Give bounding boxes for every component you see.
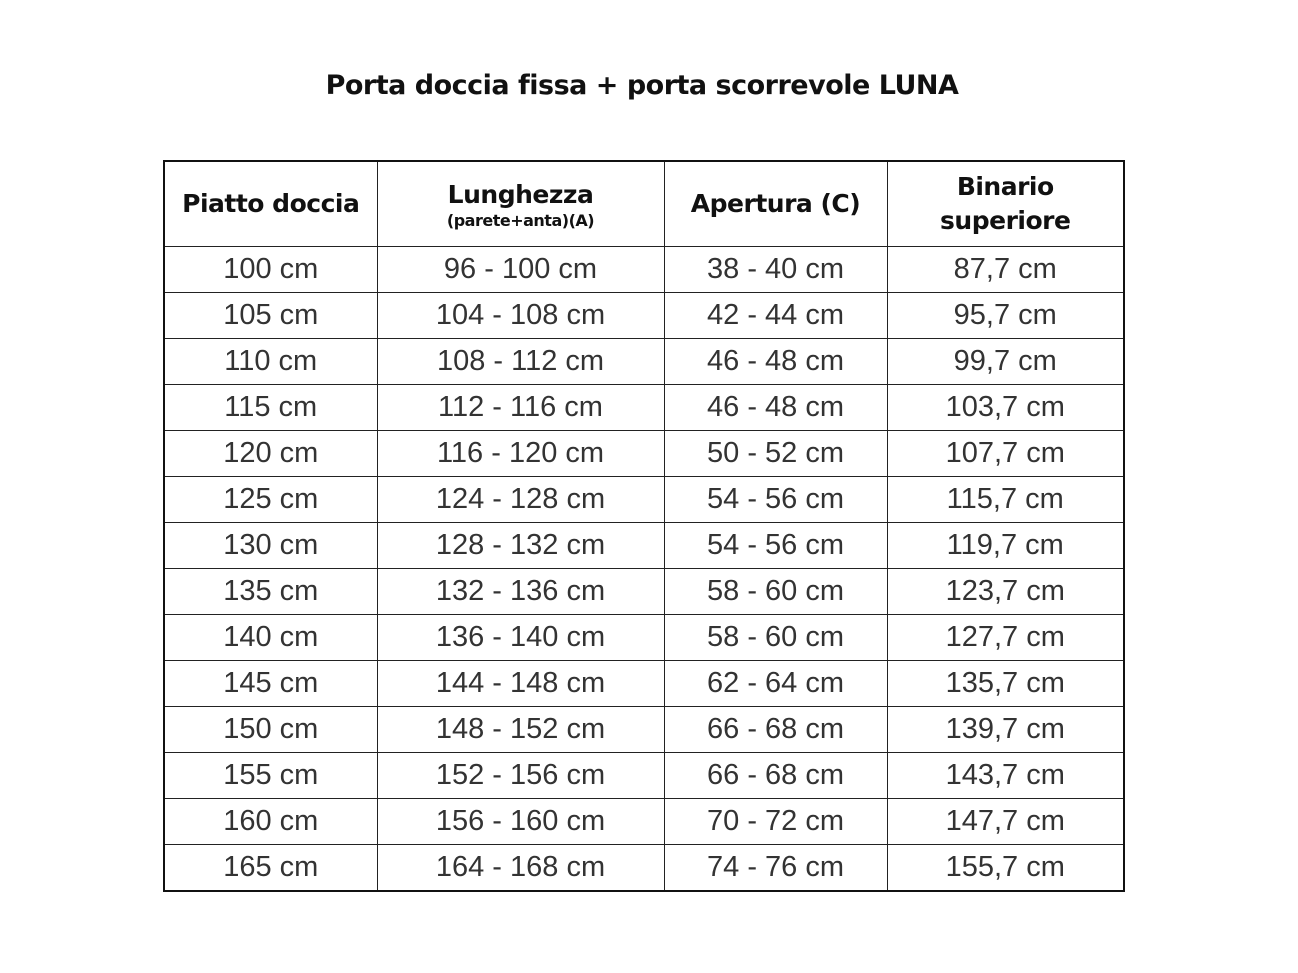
size-table: Piatto doccia Lunghezza (parete+anta)(A)… [163,160,1125,892]
header-binario-superiore: Binario superiore [886,160,1125,247]
cell-piatto-doccia: 135 cm [163,568,378,615]
cell-apertura: 50 - 52 cm [663,430,888,477]
table-row: 140 cm 136 - 140 cm 58 - 60 cm 127,7 cm [163,614,1125,661]
cell-apertura: 66 - 68 cm [663,706,888,753]
cell-binario-superiore: 107,7 cm [886,430,1125,477]
cell-apertura: 66 - 68 cm [663,752,888,799]
table-row: 105 cm 104 - 108 cm 42 - 44 cm 95,7 cm [163,292,1125,339]
cell-lunghezza: 164 - 168 cm [376,844,665,892]
cell-binario-superiore: 139,7 cm [886,706,1125,753]
cell-lunghezza: 128 - 132 cm [376,522,665,569]
cell-piatto-doccia: 165 cm [163,844,378,892]
cell-apertura: 46 - 48 cm [663,384,888,431]
cell-lunghezza: 148 - 152 cm [376,706,665,753]
table-row: 135 cm 132 - 136 cm 58 - 60 cm 123,7 cm [163,568,1125,615]
cell-lunghezza: 136 - 140 cm [376,614,665,661]
table-row: 155 cm 152 - 156 cm 66 - 68 cm 143,7 cm [163,752,1125,799]
cell-apertura: 46 - 48 cm [663,338,888,385]
table-row: 115 cm 112 - 116 cm 46 - 48 cm 103,7 cm [163,384,1125,431]
cell-piatto-doccia: 145 cm [163,660,378,707]
table-row: 120 cm 116 - 120 cm 50 - 52 cm 107,7 cm [163,430,1125,477]
cell-piatto-doccia: 115 cm [163,384,378,431]
cell-lunghezza: 156 - 160 cm [376,798,665,845]
cell-apertura: 70 - 72 cm [663,798,888,845]
table-row: 100 cm 96 - 100 cm 38 - 40 cm 87,7 cm [163,246,1125,293]
cell-piatto-doccia: 110 cm [163,338,378,385]
cell-apertura: 54 - 56 cm [663,476,888,523]
header-label: Lunghezza [447,180,594,209]
cell-apertura: 58 - 60 cm [663,568,888,615]
cell-lunghezza: 108 - 112 cm [376,338,665,385]
cell-piatto-doccia: 120 cm [163,430,378,477]
cell-binario-superiore: 103,7 cm [886,384,1125,431]
header-label: superiore [940,206,1071,235]
header-label: Apertura (C) [690,189,861,218]
cell-lunghezza: 96 - 100 cm [376,246,665,293]
header-lunghezza: Lunghezza (parete+anta)(A) [376,160,665,247]
cell-binario-superiore: 143,7 cm [886,752,1125,799]
cell-binario-superiore: 155,7 cm [886,844,1125,892]
table-row: 150 cm 148 - 152 cm 66 - 68 cm 139,7 cm [163,706,1125,753]
cell-binario-superiore: 147,7 cm [886,798,1125,845]
cell-piatto-doccia: 150 cm [163,706,378,753]
cell-binario-superiore: 127,7 cm [886,614,1125,661]
cell-apertura: 62 - 64 cm [663,660,888,707]
cell-lunghezza: 152 - 156 cm [376,752,665,799]
cell-binario-superiore: 99,7 cm [886,338,1125,385]
table-row: 165 cm 164 - 168 cm 74 - 76 cm 155,7 cm [163,844,1125,892]
cell-apertura: 42 - 44 cm [663,292,888,339]
cell-binario-superiore: 123,7 cm [886,568,1125,615]
cell-piatto-doccia: 125 cm [163,476,378,523]
cell-apertura: 74 - 76 cm [663,844,888,892]
cell-apertura: 58 - 60 cm [663,614,888,661]
table-row: 125 cm 124 - 128 cm 54 - 56 cm 115,7 cm [163,476,1125,523]
header-apertura: Apertura (C) [663,160,888,247]
cell-lunghezza: 104 - 108 cm [376,292,665,339]
cell-piatto-doccia: 140 cm [163,614,378,661]
header-label: Piatto doccia [182,189,360,218]
cell-apertura: 54 - 56 cm [663,522,888,569]
header-piatto-doccia: Piatto doccia [163,160,378,247]
cell-lunghezza: 124 - 128 cm [376,476,665,523]
cell-piatto-doccia: 160 cm [163,798,378,845]
cell-binario-superiore: 135,7 cm [886,660,1125,707]
cell-piatto-doccia: 105 cm [163,292,378,339]
table-row: 145 cm 144 - 148 cm 62 - 64 cm 135,7 cm [163,660,1125,707]
cell-piatto-doccia: 100 cm [163,246,378,293]
cell-binario-superiore: 115,7 cm [886,476,1125,523]
cell-apertura: 38 - 40 cm [663,246,888,293]
header-sublabel: (parete+anta)(A) [446,211,595,230]
table-row: 160 cm 156 - 160 cm 70 - 72 cm 147,7 cm [163,798,1125,845]
cell-piatto-doccia: 130 cm [163,522,378,569]
cell-lunghezza: 144 - 148 cm [376,660,665,707]
cell-lunghezza: 112 - 116 cm [376,384,665,431]
header-row: Piatto doccia Lunghezza (parete+anta)(A)… [163,160,1125,247]
cell-lunghezza: 132 - 136 cm [376,568,665,615]
cell-binario-superiore: 119,7 cm [886,522,1125,569]
header-label: Binario [956,172,1054,201]
cell-binario-superiore: 87,7 cm [886,246,1125,293]
page-title: Porta doccia fissa + porta scorrevole LU… [325,70,959,101]
cell-lunghezza: 116 - 120 cm [376,430,665,477]
cell-binario-superiore: 95,7 cm [886,292,1125,339]
table-row: 110 cm 108 - 112 cm 46 - 48 cm 99,7 cm [163,338,1125,385]
table-row: 130 cm 128 - 132 cm 54 - 56 cm 119,7 cm [163,522,1125,569]
cell-piatto-doccia: 155 cm [163,752,378,799]
